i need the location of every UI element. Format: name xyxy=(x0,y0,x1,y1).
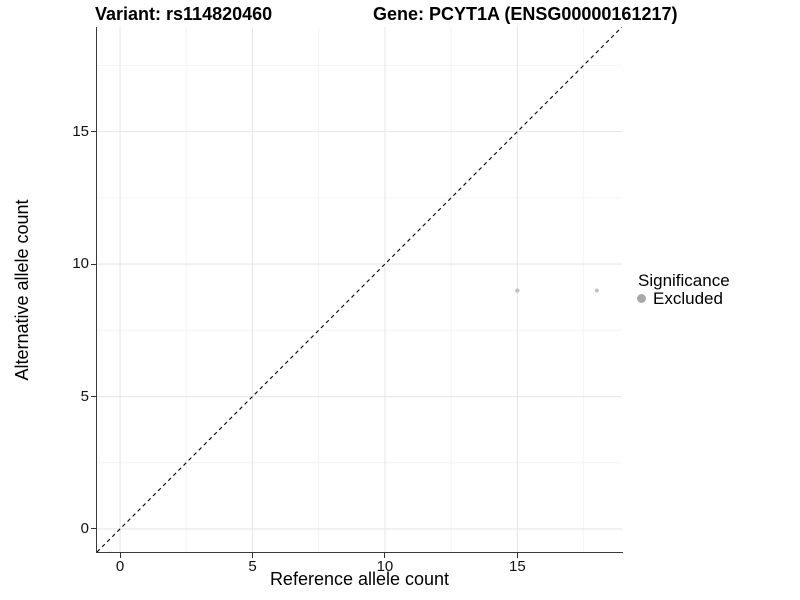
plot-title-variant: Variant: rs114820460 xyxy=(95,4,273,24)
y-axis-line xyxy=(95,27,97,553)
identity-line xyxy=(97,27,622,552)
plot-canvas xyxy=(97,27,622,552)
y-tick-label: 10 xyxy=(72,255,89,273)
y-tick-label: 0 xyxy=(80,519,89,537)
x-axis-line xyxy=(95,551,623,553)
y-tick-label: 15 xyxy=(72,122,89,140)
y-tick-mark xyxy=(91,263,96,265)
x-axis-title: Reference allele count xyxy=(269,569,450,589)
legend-item-label: Excluded xyxy=(653,289,723,308)
x-tick-mark xyxy=(251,553,253,558)
x-tick-label: 10 xyxy=(376,558,394,575)
legend-point-icon xyxy=(637,294,646,303)
x-tick-mark xyxy=(516,553,518,558)
y-tick-label: 5 xyxy=(80,387,89,405)
y-tick-mark xyxy=(91,396,96,397)
x-tick-label: 5 xyxy=(248,558,257,575)
plot-panel xyxy=(97,27,622,552)
y-tick-mark xyxy=(91,131,96,133)
x-tick-mark xyxy=(384,553,386,558)
data-point xyxy=(515,288,520,293)
data-point xyxy=(594,288,599,293)
y-axis-title: Alternative allele count xyxy=(12,199,32,381)
legend-title: Significance xyxy=(638,271,730,290)
x-tick-mark xyxy=(119,553,121,558)
y-tick-mark xyxy=(91,528,96,530)
x-tick-label: 0 xyxy=(115,558,125,575)
plot-title-gene: Gene: PCYT1A (ENSG00000161217) xyxy=(373,4,678,24)
x-tick-label: 15 xyxy=(509,558,526,575)
